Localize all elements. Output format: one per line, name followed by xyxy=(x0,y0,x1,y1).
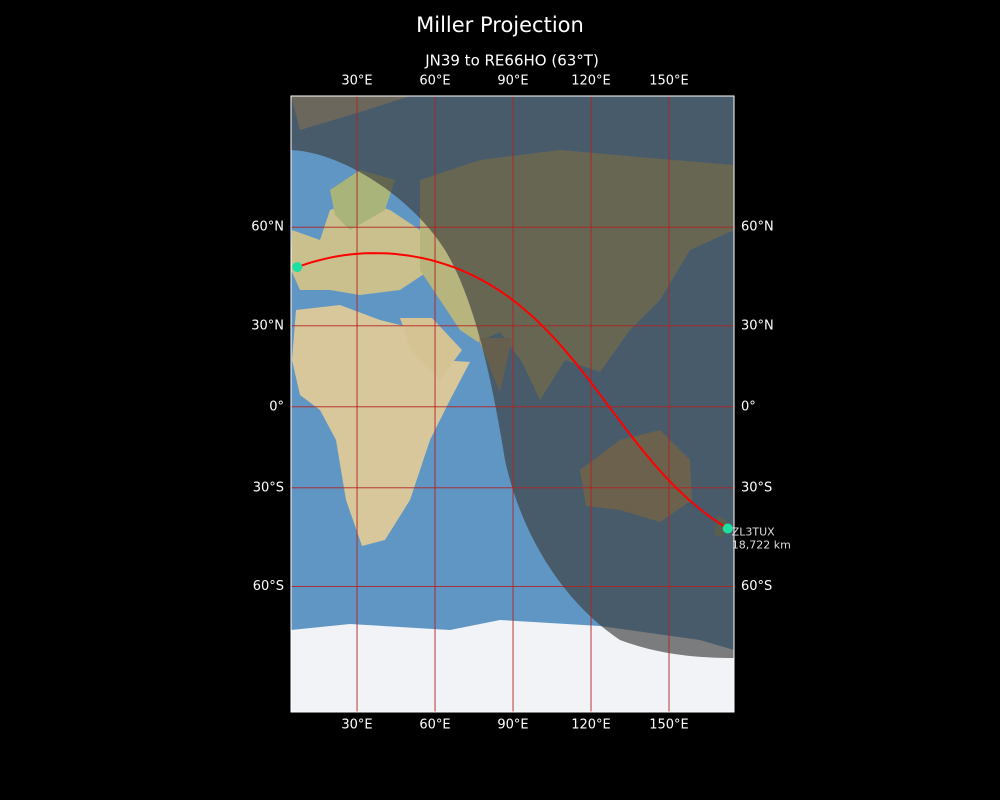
lat-label-left: 30°N xyxy=(251,318,284,333)
end-label: ZL3TUX xyxy=(732,525,775,538)
lat-label-right: 60°S xyxy=(741,579,772,594)
lat-label-left: 60°S xyxy=(253,579,284,594)
subtitle: JN39 to RE66HO (63°T) xyxy=(424,52,599,70)
lon-label-bottom: 150°E xyxy=(649,718,689,733)
map-frame xyxy=(290,95,735,713)
lon-label-bottom: 30°E xyxy=(341,718,372,733)
lon-label-bottom: 90°E xyxy=(497,718,528,733)
great-circle-path xyxy=(296,252,729,530)
title: Miller Projection xyxy=(416,13,584,37)
map-area xyxy=(291,96,734,712)
lon-label-top: 120°E xyxy=(571,74,611,89)
lon-label-top: 90°E xyxy=(497,74,528,89)
lat-label-right: 0° xyxy=(741,399,756,414)
lat-label-left: 60°N xyxy=(251,220,284,235)
lat-label-left: 30°S xyxy=(253,480,284,495)
lon-label-top: 30°E xyxy=(341,74,372,89)
start-marker xyxy=(292,262,303,273)
lat-label-right: 60°N xyxy=(741,220,774,235)
lat-label-right: 30°S xyxy=(741,480,772,495)
lon-label-top: 150°E xyxy=(649,74,689,89)
night-shade xyxy=(291,96,734,658)
lat-label-left: 0° xyxy=(269,399,284,414)
land-europe xyxy=(291,200,430,295)
land-scandinavia xyxy=(330,170,395,230)
route xyxy=(292,252,733,534)
distance-label: 18,722 km xyxy=(732,538,791,551)
lon-label-top: 60°E xyxy=(419,74,450,89)
land-arabia xyxy=(400,318,462,380)
lon-label-bottom: 60°E xyxy=(419,718,450,733)
lon-label-bottom: 120°E xyxy=(571,718,611,733)
graticule xyxy=(291,96,734,712)
lat-label-right: 30°N xyxy=(741,318,774,333)
land-antarctica xyxy=(291,620,734,712)
end-marker xyxy=(722,523,733,534)
